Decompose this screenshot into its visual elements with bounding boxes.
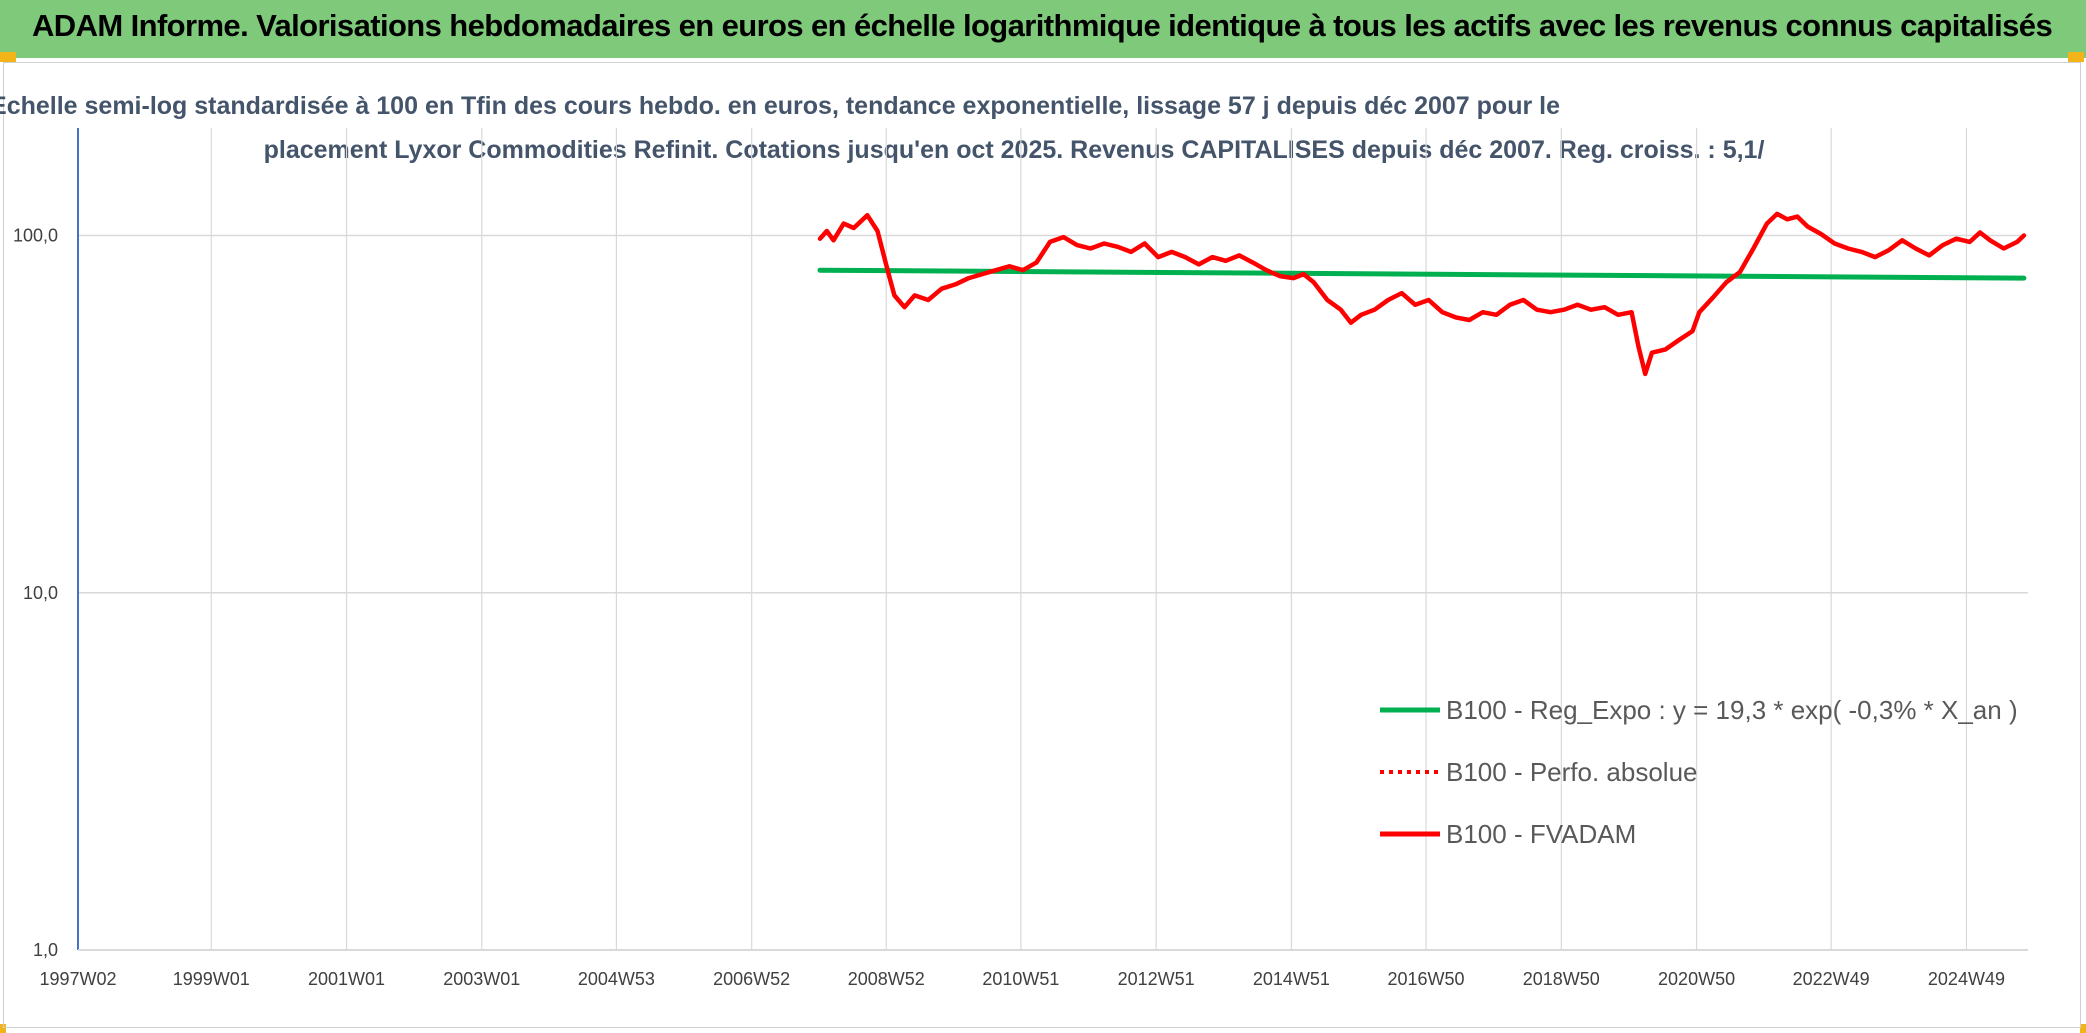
legend-label: B100 - Reg_Expo : y = 19,3 * exp( -0,3% … bbox=[1446, 695, 2018, 725]
y-tick-label: 10,0 bbox=[23, 583, 58, 603]
x-tick-label: 2010W51 bbox=[982, 969, 1059, 989]
page-title: ADAM Informe. Valorisations hebdomadaire… bbox=[32, 8, 2053, 43]
y-tick-label: 100,0 bbox=[13, 226, 58, 246]
x-tick-label: 2012W51 bbox=[1118, 969, 1195, 989]
x-tick-label: 2004W53 bbox=[578, 969, 655, 989]
x-tick-label: 2014W51 bbox=[1253, 969, 1330, 989]
grid bbox=[77, 128, 2028, 951]
y-tick-label: 1,0 bbox=[33, 940, 58, 960]
corner-accent-bottom-right bbox=[2080, 1024, 2086, 1033]
x-tick-label: 2020W50 bbox=[1658, 969, 1735, 989]
x-tick-label: 1997W02 bbox=[39, 969, 116, 989]
legend-label: B100 - FVADAM bbox=[1446, 819, 1636, 849]
chart-area bbox=[3, 62, 2081, 1028]
x-tick-label: 2006W52 bbox=[713, 969, 790, 989]
corner-accent-left bbox=[0, 52, 16, 62]
header-bar: ADAM Informe. Valorisations hebdomadaire… bbox=[0, 0, 2086, 58]
x-tick-label: 2003W01 bbox=[443, 969, 520, 989]
x-tick-label: 2008W52 bbox=[848, 969, 925, 989]
trend-line bbox=[817, 267, 2027, 281]
x-tick-label: 2022W49 bbox=[1793, 969, 1870, 989]
x-tick-label: 1999W01 bbox=[173, 969, 250, 989]
price-line bbox=[817, 211, 2027, 377]
axes: 1,0 10,0 100,0 1997W02 1999W01 2001W01 2003W01… bbox=[13, 128, 2028, 989]
x-tick-label: 2016W50 bbox=[1387, 969, 1464, 989]
series-group bbox=[817, 211, 2027, 377]
corner-accent-right bbox=[2068, 52, 2084, 62]
chart-subtitle-line-1: Echelle semi-log standardisée à 100 en T… bbox=[0, 92, 1560, 120]
x-tick-label: 2018W50 bbox=[1523, 969, 1600, 989]
corner-accent-bottom-left bbox=[0, 1024, 6, 1033]
x-tick-label: 2024W49 bbox=[1928, 969, 2005, 989]
legend-label: B100 - Perfo. absolue bbox=[1446, 757, 1698, 787]
x-tick-label: 2001W01 bbox=[308, 969, 385, 989]
chart-subtitle-line-2: placement Lyxor Commodities Refinit. Cot… bbox=[264, 136, 1765, 164]
legend: B100 - Reg_Expo : y = 19,3 * exp( -0,3% … bbox=[1380, 695, 2018, 849]
